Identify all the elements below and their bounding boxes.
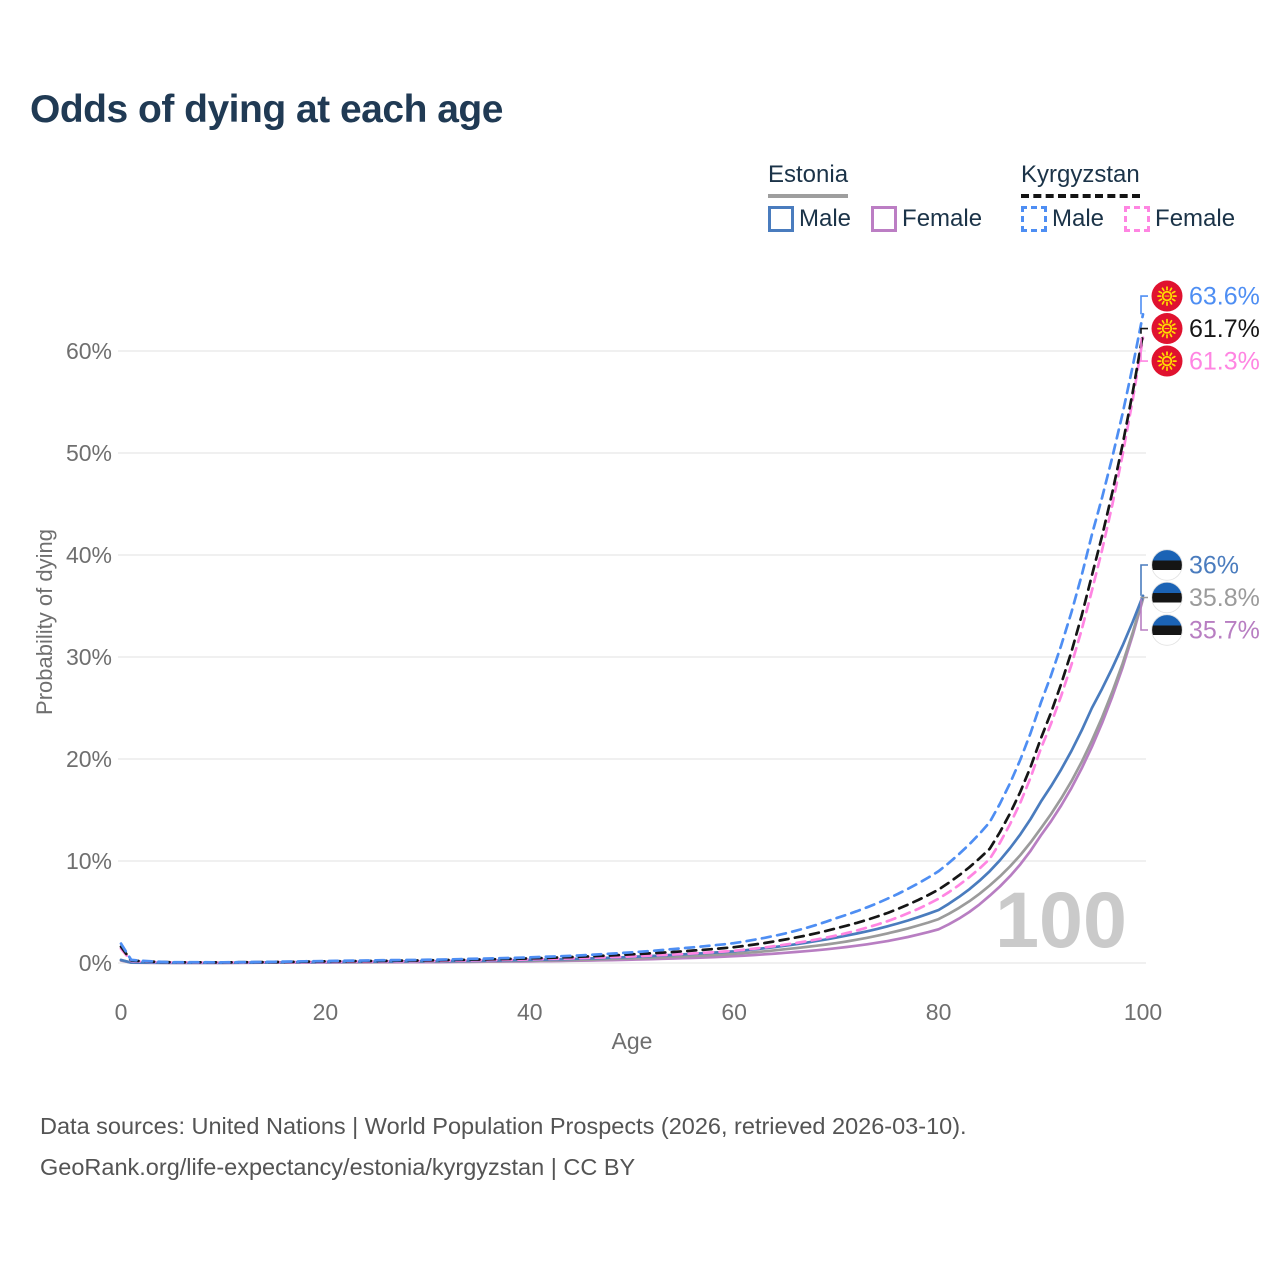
footer: Data sources: United Nations | World Pop… — [40, 1106, 967, 1188]
legend-label: Male — [799, 205, 852, 232]
estonia-female-swatch-icon — [871, 206, 898, 232]
legend-label: Female — [1155, 205, 1236, 232]
kyrgyzstan-flag-icon — [1151, 280, 1183, 312]
kyrgyzstan-male-swatch-icon — [1021, 206, 1047, 232]
y-axis-label: Probability of dying — [32, 529, 57, 715]
y-grid-and-ticks: 0% 10% 20% 30% 40% 50% 60% — [66, 338, 1146, 976]
svg-text:0%: 0% — [79, 950, 112, 976]
legend-label: Male — [1052, 205, 1105, 232]
svg-text:30%: 30% — [66, 644, 112, 670]
estonia-flag-icon — [1151, 614, 1183, 646]
legend-item-kyrgyzstan-male[interactable]: Male — [1021, 205, 1104, 233]
kyrgyzstan-female-swatch-icon — [1124, 206, 1151, 232]
series-line-kyrgyzstan-male — [119, 312, 1145, 964]
age-watermark: 100 — [995, 875, 1127, 964]
svg-text:10%: 10% — [66, 848, 112, 874]
leader-line-kyrgyzstan-male — [1140, 295, 1148, 315]
footer-attribution: GeoRank.org/life-expectancy/estonia/kyrg… — [40, 1154, 636, 1180]
legend-item-estonia-female[interactable]: Female — [871, 205, 982, 233]
legend-group-kyrgyzstan: Kyrgyzstan Male Female — [1021, 161, 1235, 233]
svg-text:0: 0 — [115, 999, 128, 1025]
legend-title-estonia: Estonia — [768, 161, 849, 198]
end-value-label-estonia-female: 35.7% — [1189, 617, 1260, 645]
series-line-kyrgyzstan-female — [119, 336, 1145, 964]
legend-item-kyrgyzstan-female[interactable]: Female — [1124, 205, 1235, 233]
svg-text:40: 40 — [517, 999, 543, 1025]
estonia-flag-icon — [1151, 549, 1183, 581]
legend-group-estonia: Estonia Male Female — [768, 161, 982, 233]
footer-data-sources: Data sources: United Nations | World Pop… — [40, 1113, 967, 1139]
legend-title-kyrgyzstan: Kyrgyzstan — [1021, 161, 1140, 198]
end-value-label-kyrgyzstan-both: 61.7% — [1189, 315, 1260, 343]
series-line-estonia-female — [119, 597, 1145, 965]
leader-line-kyrgyzstan-both — [1140, 327, 1148, 334]
svg-text:20: 20 — [313, 999, 339, 1025]
end-value-label-kyrgyzstan-female: 61.3% — [1189, 348, 1260, 376]
end-value-label-estonia-both: 35.8% — [1189, 584, 1260, 612]
legend-row-kyrgyzstan: Male Female — [1021, 205, 1235, 233]
page-title: Odds of dying at each age — [30, 88, 503, 131]
svg-text:40%: 40% — [66, 542, 112, 568]
x-axis-label: Age — [612, 1028, 653, 1054]
x-ticks: 0 20 40 60 80 100 — [115, 999, 1163, 1025]
end-value-label-estonia-male: 36% — [1189, 552, 1239, 580]
svg-text:20%: 20% — [66, 746, 112, 772]
end-value-label-kyrgyzstan-male: 63.6% — [1189, 283, 1260, 311]
svg-text:60%: 60% — [66, 338, 112, 364]
svg-text:100: 100 — [1124, 999, 1162, 1025]
svg-text:80: 80 — [926, 999, 952, 1025]
legend-label: Female — [902, 205, 983, 232]
series-line-estonia-both — [119, 596, 1145, 965]
series-line-kyrgyzstan-both — [119, 332, 1145, 964]
kyrgyzstan-flag-icon — [1151, 313, 1183, 345]
legend-row-estonia: Male Female — [768, 205, 982, 233]
leader-line-estonia-female — [1140, 598, 1148, 631]
estonia-male-swatch-icon — [768, 206, 794, 232]
svg-text:50%: 50% — [66, 440, 112, 466]
kyrgyzstan-flag-icon — [1151, 345, 1183, 377]
leader-line-estonia-male — [1140, 564, 1148, 596]
series-line-estonia-male — [119, 594, 1145, 965]
estonia-flag-icon — [1151, 581, 1183, 614]
legend-item-estonia-male[interactable]: Male — [768, 205, 851, 233]
svg-text:60: 60 — [721, 999, 747, 1025]
leader-line-kyrgyzstan-female — [1140, 337, 1148, 362]
